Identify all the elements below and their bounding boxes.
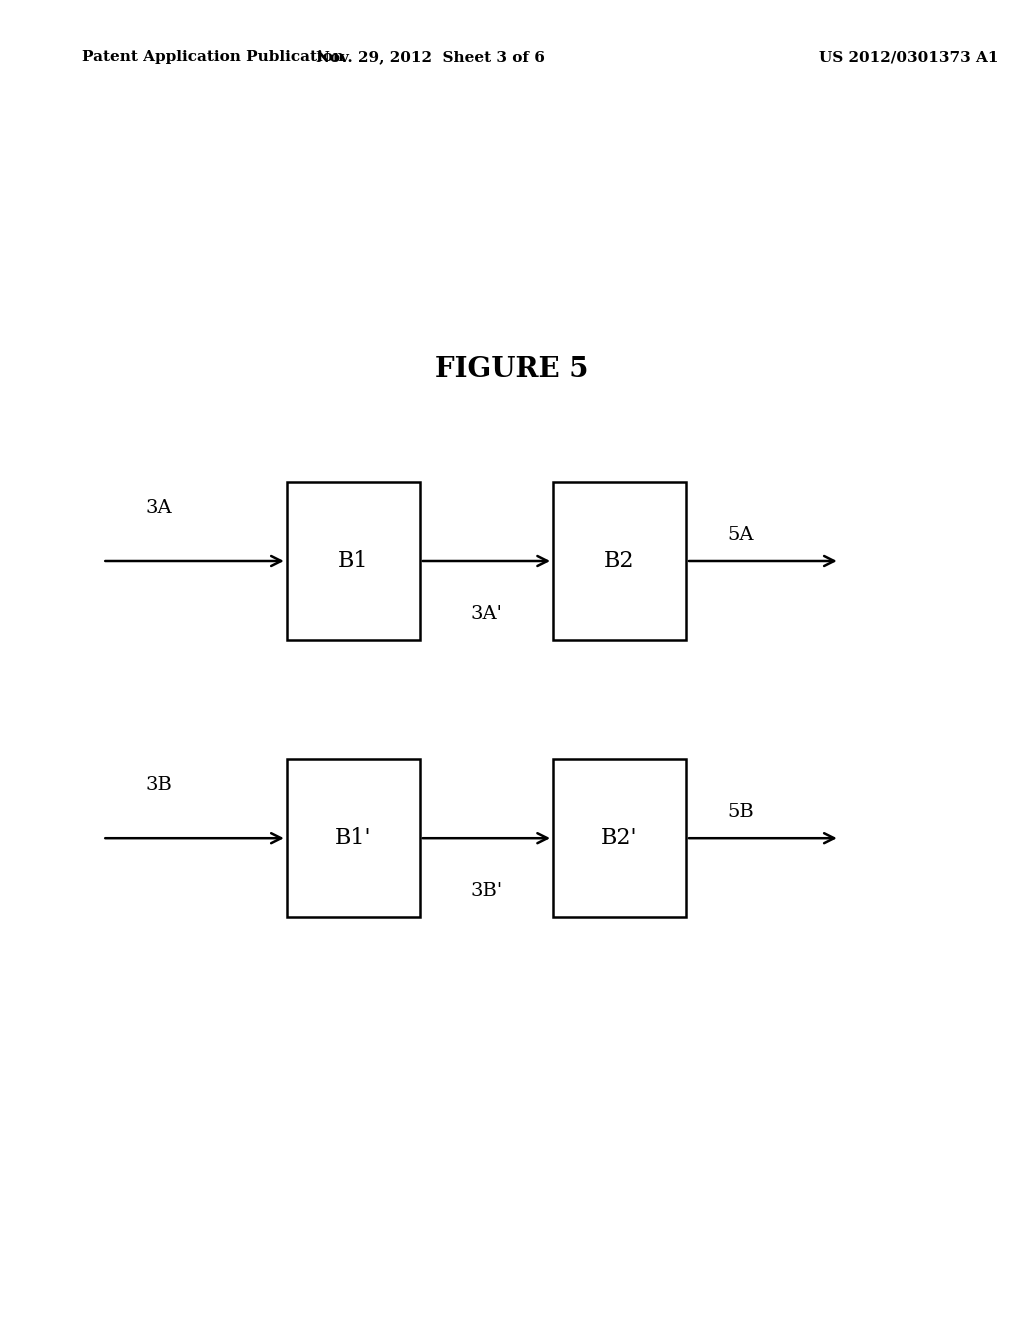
Text: B1: B1 xyxy=(338,550,369,572)
Text: 3A: 3A xyxy=(145,499,172,517)
Text: US 2012/0301373 A1: US 2012/0301373 A1 xyxy=(819,50,998,65)
Text: 5B: 5B xyxy=(727,803,754,821)
Text: B2': B2' xyxy=(601,828,638,849)
Text: B1': B1' xyxy=(335,828,372,849)
FancyBboxPatch shape xyxy=(553,482,686,640)
Text: B2: B2 xyxy=(604,550,635,572)
FancyBboxPatch shape xyxy=(287,482,420,640)
FancyBboxPatch shape xyxy=(553,759,686,917)
Text: Nov. 29, 2012  Sheet 3 of 6: Nov. 29, 2012 Sheet 3 of 6 xyxy=(315,50,545,65)
Text: 3B': 3B' xyxy=(470,882,503,900)
Text: 3B: 3B xyxy=(145,776,172,795)
Text: Patent Application Publication: Patent Application Publication xyxy=(82,50,344,65)
Text: 5A: 5A xyxy=(727,525,754,544)
FancyBboxPatch shape xyxy=(287,759,420,917)
Text: FIGURE 5: FIGURE 5 xyxy=(435,356,589,383)
Text: 3A': 3A' xyxy=(470,605,503,623)
